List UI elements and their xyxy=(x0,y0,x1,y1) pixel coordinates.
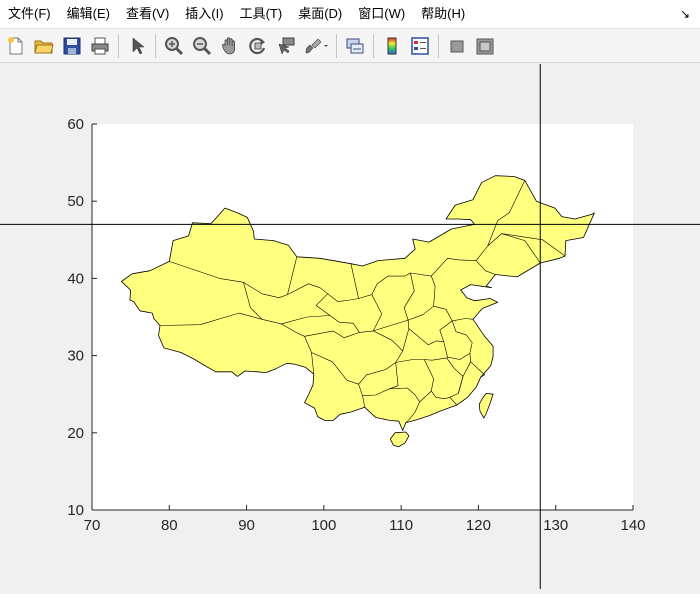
province-border xyxy=(408,320,453,346)
province-border xyxy=(431,357,464,400)
menu-bar: 文件(F) 编辑(E) 查看(V) 插入(I) 工具(T) 桌面(D) 窗口(W… xyxy=(0,0,700,28)
pan-hand-icon[interactable] xyxy=(218,34,242,58)
province-border xyxy=(451,320,485,378)
province-border xyxy=(419,359,434,403)
menu-insert[interactable]: 插入(I) xyxy=(185,6,224,21)
y-tick-label: 40 xyxy=(67,270,84,287)
open-file-icon[interactable] xyxy=(32,34,56,58)
menu-tools[interactable]: 工具(T) xyxy=(239,6,283,21)
menu-desktop[interactable]: 桌面(D) xyxy=(298,6,343,21)
y-tick-label: 30 xyxy=(67,348,84,365)
province-border xyxy=(449,397,458,406)
province-border xyxy=(315,293,409,333)
x-tick-label: 80 xyxy=(161,517,178,534)
province-border xyxy=(458,361,471,394)
province-border xyxy=(281,315,331,325)
y-tick-label: 50 xyxy=(67,193,84,210)
axes-lines xyxy=(91,124,633,511)
toolbar-separator xyxy=(336,33,337,58)
province-border xyxy=(243,282,263,320)
menu-view[interactable]: 查看(V) xyxy=(125,6,170,21)
menu-help[interactable]: 帮助(H) xyxy=(421,6,466,21)
x-tick-label: 90 xyxy=(238,517,255,534)
province-border xyxy=(431,258,496,277)
hide-plot-tools-icon[interactable] xyxy=(445,34,469,58)
x-tick-label: 110 xyxy=(389,517,413,534)
menu-file[interactable]: 文件(F) xyxy=(8,6,51,21)
x-tick-label: 130 xyxy=(543,517,568,534)
province-border xyxy=(304,330,360,339)
show-plot-tools-icon[interactable] xyxy=(473,34,497,58)
x-tick-label: 120 xyxy=(466,517,491,534)
axes-plot[interactable]: 70 80 90 100 110 120 130 140 10 20 30 40 50 60 xyxy=(0,64,700,589)
new-figure-icon[interactable] xyxy=(4,34,28,58)
colorbar-icon[interactable] xyxy=(380,34,404,58)
dock-figure-icon[interactable]: ↘ xyxy=(679,7,690,21)
zoom-in-icon[interactable] xyxy=(162,34,186,58)
province-border xyxy=(371,294,383,332)
region-hainan xyxy=(389,431,410,448)
crosshair-cursor xyxy=(0,64,700,589)
toolbar-separator xyxy=(373,33,374,58)
edit-plot-arrow-icon[interactable] xyxy=(125,34,149,58)
y-tick-label: 10 xyxy=(67,502,84,519)
zoom-out-icon[interactable] xyxy=(190,34,214,58)
province-border xyxy=(311,330,403,385)
province-border xyxy=(350,263,415,352)
toolbar-separator xyxy=(118,33,119,58)
province-border xyxy=(443,341,471,360)
print-icon[interactable] xyxy=(88,34,112,58)
province-border xyxy=(407,272,436,321)
province-border xyxy=(362,395,366,408)
y-tick-label: 60 xyxy=(67,116,84,133)
rotate-3d-icon[interactable] xyxy=(246,34,270,58)
province-borders xyxy=(159,180,566,424)
x-tick-label: 140 xyxy=(620,517,645,534)
figure-toolbar xyxy=(0,28,700,63)
toolbar-separator xyxy=(155,33,156,58)
toolbar-separator xyxy=(438,33,439,58)
province-border xyxy=(501,233,566,257)
province-border xyxy=(358,362,399,396)
brush-icon[interactable] xyxy=(302,34,330,58)
link-plot-icon[interactable] xyxy=(343,34,367,58)
data-cursor-icon[interactable] xyxy=(274,34,298,58)
menu-edit[interactable]: 编辑(E) xyxy=(66,6,110,21)
province-border xyxy=(395,356,448,363)
y-tick-label: 20 xyxy=(67,425,84,442)
save-icon[interactable] xyxy=(60,34,84,58)
region-taiwan xyxy=(478,393,494,419)
y-ticks: 10 20 30 40 50 60 xyxy=(67,116,97,519)
x-tick-label: 70 xyxy=(84,517,101,534)
x-tick-label: 100 xyxy=(311,517,336,534)
figure-canvas: 70 80 90 100 110 120 130 140 10 20 30 40 50 60 xyxy=(0,64,700,594)
menu-window[interactable]: 窗口(W) xyxy=(358,6,406,21)
x-ticks: 70 80 90 100 110 120 130 140 xyxy=(84,505,646,534)
legend-icon[interactable] xyxy=(408,34,432,58)
province-border xyxy=(487,180,526,247)
